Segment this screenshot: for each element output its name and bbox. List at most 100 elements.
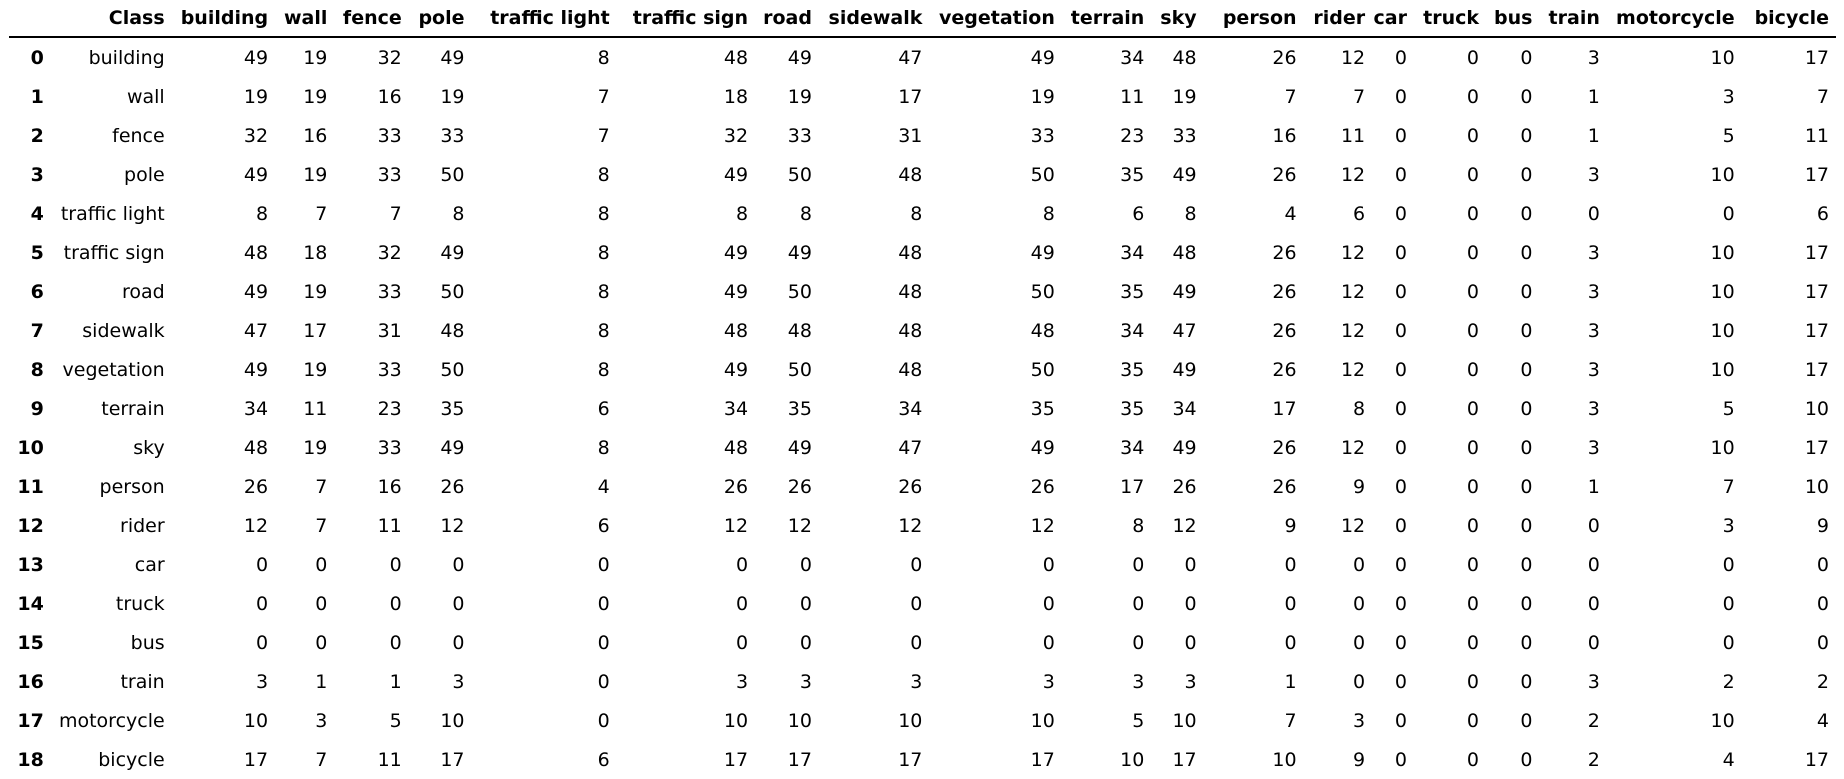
table-row: 4 traffic light 8 7 7 8 8 8 8 8 8 6 8 4 6 0 0 0 0 0 6 xyxy=(9,194,1836,233)
table-cell: 26 xyxy=(1172,475,1197,498)
row-index: 16 xyxy=(17,670,44,693)
table-cell: 0 xyxy=(315,592,328,615)
table-cell: 12 xyxy=(787,514,812,537)
table-cell: 0 xyxy=(1520,124,1533,147)
table-cell: 10 xyxy=(1710,709,1735,732)
table-cell: 9 xyxy=(1284,514,1297,537)
table-cell: 11 xyxy=(1120,85,1145,108)
table-cell: 0 xyxy=(1466,436,1480,459)
table-cell: 17 xyxy=(723,748,749,771)
table-cell: 49 xyxy=(787,241,812,264)
table-cell: 49 xyxy=(243,358,269,381)
table-cell: 49 xyxy=(787,436,812,459)
table-cell: 7 xyxy=(315,202,328,225)
table-cell: 7 xyxy=(1353,85,1366,108)
table-cell: 0 xyxy=(1466,280,1480,303)
table-cell: 49 xyxy=(1172,436,1197,459)
table-cell: 10 xyxy=(1710,436,1735,459)
table-cell: 16 xyxy=(1272,124,1297,147)
table-cell: 35 xyxy=(1120,163,1145,186)
table-cell: 0 xyxy=(1353,631,1366,654)
table-cell: 3 xyxy=(1587,163,1600,186)
table-cell: 6 xyxy=(1816,202,1829,225)
table-cell: 0 xyxy=(1587,202,1600,225)
table-cell: 26 xyxy=(1272,280,1297,303)
table-cell: 31 xyxy=(377,319,402,342)
table-cell: 8 xyxy=(1042,202,1055,225)
table-body: 0 building 49 19 32 49 8 48 49 47 49 34 48 26 12 0 0 0 3 10… xyxy=(9,37,1836,779)
table-cell: 4 xyxy=(1284,202,1297,225)
table-cell: 0 xyxy=(1353,553,1366,576)
table-cell: 10 xyxy=(1710,46,1735,69)
table-row: 6 road 49 19 33 50 8 49 50 48 50 35 49 26 12 0 0 0 3 10 17 xyxy=(9,272,1836,311)
table-cell: 1 xyxy=(1587,124,1600,147)
table-cell: 3 xyxy=(1132,670,1145,693)
table-cell: 48 xyxy=(898,280,923,303)
table-cell: 0 xyxy=(597,709,610,732)
row-class-label: traffic light xyxy=(60,202,165,225)
table-cell: 12 xyxy=(1340,319,1366,342)
table-cell: 19 xyxy=(303,85,328,108)
table-cell: 0 xyxy=(1353,592,1366,615)
column-header: building xyxy=(171,0,276,38)
table-cell: 48 xyxy=(898,163,923,186)
table-cell: 0 xyxy=(1520,592,1533,615)
table-row: 17 motorcycle 10 3 5 10 0 10 10 10 10 5 10 7 3 0 0 0 2 10 4 xyxy=(9,701,1836,740)
table-cell: 0 xyxy=(1394,163,1407,186)
row-class-label: traffic sign xyxy=(63,241,165,264)
column-header: fence xyxy=(334,0,409,38)
table-cell: 33 xyxy=(377,436,402,459)
table-cell: 0 xyxy=(452,592,465,615)
table-cell: 0 xyxy=(1184,592,1197,615)
column-header: bicycle xyxy=(1741,0,1836,38)
table-cell: 0 xyxy=(597,592,610,615)
table-cell: 35 xyxy=(1120,280,1145,303)
table-cell: 32 xyxy=(243,124,269,147)
table-cell: 0 xyxy=(1394,241,1407,264)
table-cell: 0 xyxy=(735,553,749,576)
table-cell: 16 xyxy=(303,124,328,147)
table-cell: 3 xyxy=(1722,85,1735,108)
table-cell: 34 xyxy=(898,397,923,420)
column-header: motorcycle xyxy=(1606,0,1742,38)
table-cell: 12 xyxy=(1340,436,1366,459)
table-cell: 50 xyxy=(440,358,465,381)
table-cell: 0 xyxy=(597,553,610,576)
table-cell: 10 xyxy=(1272,748,1297,771)
table-cell: 3 xyxy=(1587,319,1600,342)
table-cell: 48 xyxy=(723,46,749,69)
table-cell: 0 xyxy=(1394,670,1407,693)
table-cell: 3 xyxy=(1184,670,1197,693)
table-cell: 0 xyxy=(1132,553,1145,576)
table-cell: 0 xyxy=(1394,124,1407,147)
table-cell: 17 xyxy=(1804,319,1829,342)
table-cell: 0 xyxy=(1466,85,1480,108)
table-cell: 1 xyxy=(389,670,402,693)
table-cell: 0 xyxy=(1520,202,1533,225)
table-cell: 3 xyxy=(910,670,923,693)
table-cell: 0 xyxy=(1520,436,1533,459)
table-cell: 3 xyxy=(256,670,269,693)
table-cell: 49 xyxy=(723,280,749,303)
table-cell: 17 xyxy=(898,748,923,771)
table-cell: 11 xyxy=(377,748,402,771)
table-cell: 34 xyxy=(1120,319,1145,342)
row-index: 4 xyxy=(30,202,44,225)
table-cell: 3 xyxy=(315,709,328,732)
table-cell: 26 xyxy=(898,475,923,498)
table-cell: 34 xyxy=(1120,241,1145,264)
table-cell: 2 xyxy=(1587,709,1600,732)
row-index: 9 xyxy=(30,397,44,420)
table-cell: 48 xyxy=(898,358,923,381)
table-cell: 0 xyxy=(1520,319,1533,342)
table-cell: 17 xyxy=(303,319,328,342)
table-cell: 0 xyxy=(1466,709,1480,732)
table-cell: 6 xyxy=(597,748,610,771)
table-cell: 50 xyxy=(787,358,812,381)
table-cell: 4 xyxy=(1722,748,1735,771)
column-header: vegetation xyxy=(929,0,1062,38)
table-cell: 49 xyxy=(723,358,749,381)
table-cell: 0 xyxy=(1394,553,1407,576)
table-cell: 10 xyxy=(1172,709,1197,732)
table-row: 3 pole 49 19 33 50 8 49 50 48 50 35 49 26 12 0 0 0 3 10 17 xyxy=(9,155,1836,194)
